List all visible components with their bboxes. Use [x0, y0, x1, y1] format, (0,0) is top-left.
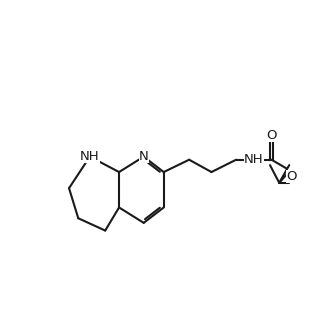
Text: N: N: [139, 150, 149, 163]
Text: NH: NH: [244, 153, 264, 166]
Text: NH: NH: [80, 150, 100, 163]
Text: O: O: [266, 129, 277, 142]
Text: O: O: [286, 170, 297, 183]
